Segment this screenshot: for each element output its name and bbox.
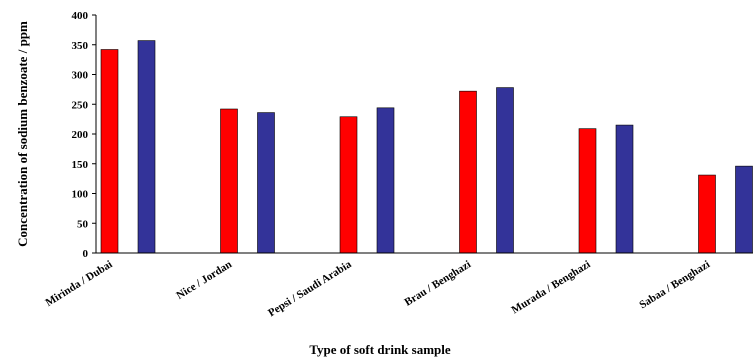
bar-blue-1 bbox=[257, 112, 275, 254]
bar-red-2 bbox=[339, 116, 358, 254]
y-axis-ticks: 0 50 100 150 200 250 300 350 400 bbox=[72, 10, 96, 260]
y-tick-label: 100 bbox=[72, 189, 89, 201]
bar-blue-0 bbox=[137, 40, 156, 254]
bars bbox=[100, 40, 753, 254]
x-category-label: Brau / Benghazi bbox=[402, 258, 473, 308]
bar-blue-2 bbox=[376, 107, 395, 254]
y-tick-label: 0 bbox=[83, 248, 89, 260]
bar-red-3 bbox=[459, 90, 477, 254]
y-tick-label: 400 bbox=[72, 10, 89, 22]
bar-blue-3 bbox=[496, 87, 514, 254]
y-tick-label: 300 bbox=[72, 70, 89, 82]
y-tick-label: 150 bbox=[72, 159, 89, 171]
bar-blue-5 bbox=[735, 165, 753, 254]
bar-red-0 bbox=[100, 49, 119, 254]
x-category-label: Pepsi / Saudi Arabia bbox=[266, 258, 354, 319]
x-axis-title: Type of soft drink sample bbox=[309, 342, 451, 357]
x-category-label: Nice / Jordan bbox=[174, 258, 234, 302]
x-category-label: Sabaa / Benghazi bbox=[637, 258, 712, 311]
bar-blue-4 bbox=[615, 124, 634, 254]
bar-red-1 bbox=[220, 108, 238, 254]
y-axis-title: Concentration of sodium benzoate / ppm bbox=[15, 21, 30, 247]
y-tick-label: 250 bbox=[72, 99, 89, 111]
y-tick-label: 200 bbox=[72, 129, 89, 141]
x-axis-categories: Mirinda / Dubai Nice / Jordan Pepsi / Saud… bbox=[43, 258, 712, 319]
y-tick-label: 350 bbox=[72, 40, 89, 52]
x-category-label: Murada / Benghazi bbox=[510, 258, 593, 316]
bar-red-4 bbox=[578, 128, 597, 254]
y-tick-label: 50 bbox=[77, 218, 89, 230]
bar-red-5 bbox=[698, 174, 716, 254]
x-category-label: Mirinda / Dubai bbox=[43, 258, 114, 309]
